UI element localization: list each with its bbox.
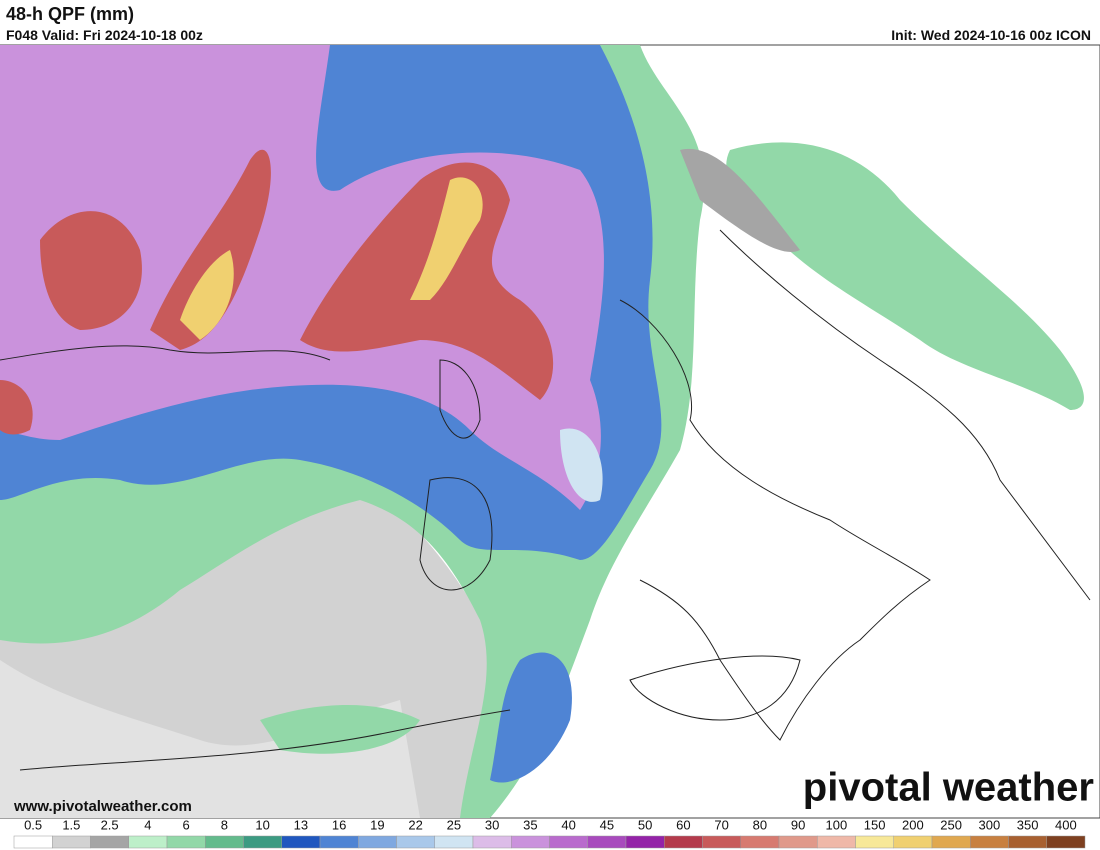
colorbar-label: 300 [979,817,1001,832]
colorbar-label: 200 [902,817,924,832]
colorbar-cell [396,835,435,849]
colorbar-cell [931,835,971,849]
colorbar-label: 100 [826,817,848,832]
colorbar-cell [243,835,282,849]
valid-time: F048 Valid: Fri 2024-10-18 00z [6,27,203,43]
colorbar-label: 22 [408,817,422,832]
colorbar-cell [970,835,1009,849]
colorbar-label: 8 [221,817,228,832]
colorbar-cell [893,835,933,849]
colorbar-label: 35 [523,817,537,832]
colorbar-cell [13,835,53,849]
brand: pivotal weather [803,766,1094,810]
colorbar-label: 16 [332,817,346,832]
colorbar-cell [549,835,588,849]
colorbar-label: 2.5 [101,817,119,832]
colorbar-label: 400 [1055,817,1077,832]
title: 48-h QPF (mm) [6,4,135,24]
colorbar-label: 1.5 [62,817,80,832]
colorbar-label: 70 [714,817,728,832]
colorbar-cell [1046,835,1086,849]
colorbar-cell [740,835,780,849]
colorbar-cell [205,835,244,849]
colorbar-cell [587,835,627,849]
colorbar-label: 6 [183,817,190,832]
colorbar-label: 19 [370,817,384,832]
colorbar-cell [319,835,359,849]
colorbar-cell [778,835,818,849]
colorbar: 0.5 1.5 2.5 4 6 8 10 13 16 19 22 25 30 35 40 45 50 60 70 80… [13,817,1086,849]
colorbar-label: 250 [940,817,962,832]
colorbar-label: 150 [864,817,886,832]
colorbar-cell [434,835,474,849]
colorbar-label: 0.5 [24,817,42,832]
colorbar-label: 4 [144,817,151,832]
colorbar-label: 45 [600,817,614,832]
colorbar-cell [281,835,321,849]
colorbar-cell [855,835,894,849]
colorbar-cell [52,835,91,849]
colorbar-cell [664,835,703,849]
colorbar-label: 60 [676,817,690,832]
colorbar-label: 80 [753,817,767,832]
precip-field [0,45,1084,818]
colorbar-cell [702,835,741,849]
coastlines [0,229,1091,771]
colorbar-label: 30 [485,817,499,832]
colorbar-label: 25 [447,817,461,832]
colorbar-cell [625,835,665,849]
colorbar-label: 90 [791,817,805,832]
colorbar-cell [817,835,856,849]
colorbar-cell [472,835,512,849]
colorbar-cell [90,835,129,849]
colorbar-label: 10 [255,817,269,832]
colorbar-cell [1008,835,1047,849]
colorbar-label: 13 [294,817,308,832]
colorbar-cell [166,835,206,849]
colorbar-label: 50 [638,817,652,832]
colorbar-label: 40 [561,817,575,832]
colorbar-cell [511,835,550,849]
colorbar-label: 350 [1017,817,1039,832]
colorbar-cell [358,835,397,849]
colorbar-cell [128,835,168,849]
site-url: www.pivotalweather.com [13,798,192,815]
init-time: Init: Wed 2024-10-16 00z ICON [891,27,1091,43]
